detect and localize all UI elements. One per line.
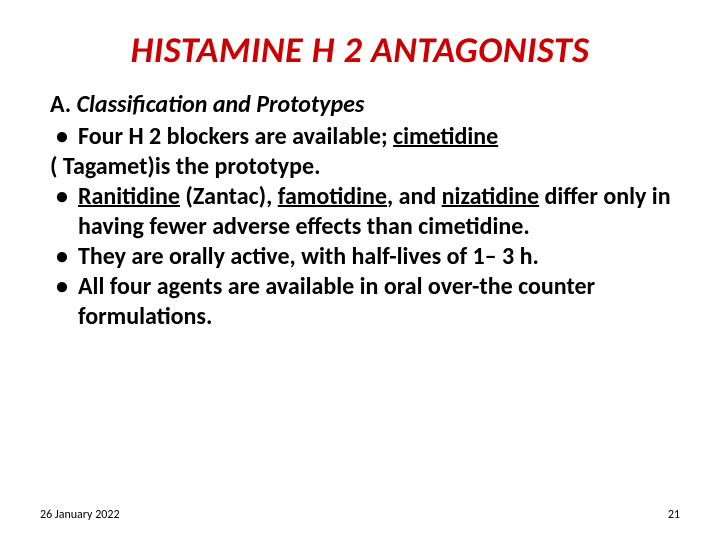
- slide-footer: 26 January 2022 21: [40, 508, 680, 522]
- slide: HISTAMINE H 2 ANTAGONISTS A. Classificat…: [0, 0, 720, 540]
- section-heading-text: Classification and Prototypes: [77, 90, 365, 119]
- bullet-text: Ranitidine (Zantac), famotidine, and niz…: [78, 182, 680, 242]
- bullet-marker-icon: •: [56, 242, 78, 272]
- section-subheading: A. Classification and Prototypes: [50, 90, 680, 120]
- drug-cimetidine: cimetidine: [393, 122, 498, 151]
- bullet-marker-icon: •: [56, 272, 78, 332]
- bullet-item: • They are orally active, with half-live…: [50, 242, 680, 272]
- text-run: (Zantac),: [180, 182, 278, 211]
- continuation-line: ( Tagamet)is the prototype.: [50, 152, 680, 182]
- bullet-text: All four agents are available in oral ov…: [78, 272, 680, 332]
- text-run: Four H 2 blockers are available;: [78, 122, 393, 151]
- bullet-item: • All four agents are available in oral …: [50, 272, 680, 332]
- bullet-item: • Four H 2 blockers are available; cimet…: [50, 122, 680, 152]
- slide-title: HISTAMINE H 2 ANTAGONISTS: [40, 28, 680, 72]
- footer-page-number: 21: [668, 508, 680, 522]
- bullet-list: • Four H 2 blockers are available; cimet…: [50, 122, 680, 332]
- bullet-text: They are orally active, with half-lives …: [78, 242, 680, 272]
- footer-date: 26 January 2022: [40, 508, 120, 522]
- bullet-marker-icon: •: [56, 182, 78, 242]
- bullet-text: Four H 2 blockers are available; cimetid…: [78, 122, 680, 152]
- drug-famotidine: famotidine: [278, 182, 387, 211]
- section-letter: A.: [50, 90, 71, 119]
- bullet-item: • Ranitidine (Zantac), famotidine, and n…: [50, 182, 680, 242]
- drug-nizatidine: nizatidine: [442, 182, 539, 211]
- text-run: , and: [387, 182, 442, 211]
- body-content: A. Classification and Prototypes • Four …: [40, 90, 680, 332]
- bullet-marker-icon: •: [56, 122, 78, 152]
- drug-ranitidine: Ranitidine: [78, 182, 180, 211]
